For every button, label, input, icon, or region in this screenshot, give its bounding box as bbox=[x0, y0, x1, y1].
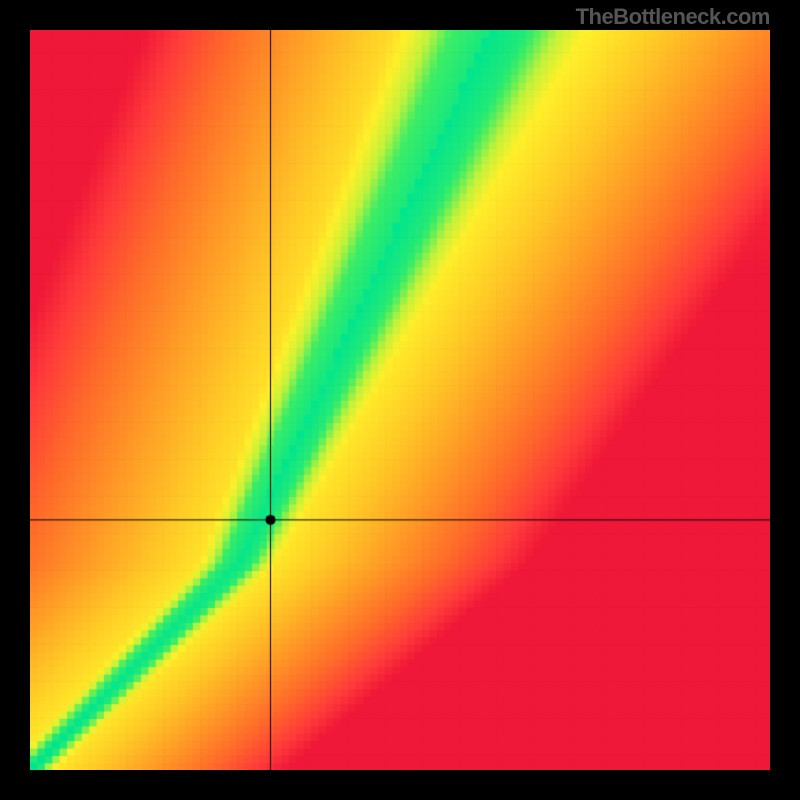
chart-container: TheBottleneck.com bbox=[0, 0, 800, 800]
watermark-text: TheBottleneck.com bbox=[576, 4, 770, 30]
bottleneck-heatmap bbox=[30, 30, 770, 770]
